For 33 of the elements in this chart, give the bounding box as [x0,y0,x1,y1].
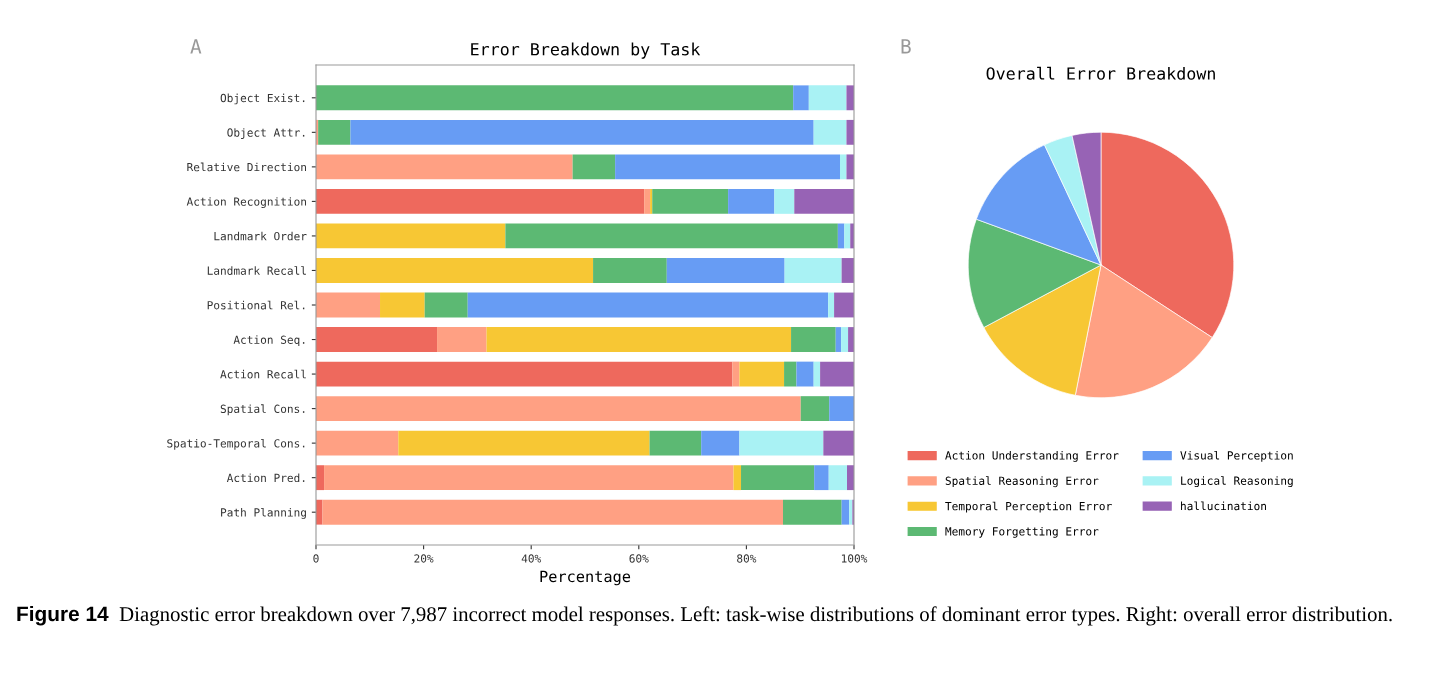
y-tick-label: Spatio-Temporal Cons. [167,438,305,450]
y-tick-label: Landmark Recall [207,266,306,275]
chart-title: Error Breakdown by Task [471,42,701,59]
x-axis-title: Percentage [540,570,631,586]
y-tick-label: Action Seq. [233,335,305,347]
legend-label: hallucination [1181,501,1266,511]
caption: Figure 14 [17,605,109,626]
x-tick-label: 0 [313,554,319,563]
y-tick-label: Landmark Order [214,231,307,241]
y-tick-label: Spatial Cons. [220,404,305,416]
x-tick-label: 40% [521,554,542,563]
legend-label: Temporal Perception Error [945,501,1112,513]
text: B [901,39,911,54]
x-tick-label: 100% [841,554,868,563]
text: Diagnostic error breakdown over 7,987 incorrect model responses. Left: task-wise distributions of dominant error types. Right: overall error distribution. [119,606,1392,626]
x-tick-label: 60% [629,554,649,563]
x-tick-label: 20% [414,554,434,563]
legend-label: Visual Perception [1180,450,1293,462]
y-tick-label: Action Recall [220,369,306,379]
legend-label: Memory Forgetting Error [945,526,1099,538]
y-tick-label: Path Planning [221,507,306,519]
y-tick-label: Action Pred. [226,473,305,483]
y-tick-label: Object Attr. [227,128,305,139]
legend-label: Logical Reasoning [1181,476,1293,488]
legend-label: Action Understanding Error [945,451,1119,462]
y-tick-label: Action Recognition [186,197,306,209]
text: A [190,39,202,54]
y-tick-label: Relative Direction [187,162,306,172]
y-tick-label: Object Exist. [220,93,305,105]
x-tick-label: 80% [737,554,757,563]
y-tick-label: Positional Rel. [207,300,305,310]
legend-label: Spatial Reasoning Error [945,476,1099,488]
chart-title: Overall Error Breakdown [986,66,1215,80]
